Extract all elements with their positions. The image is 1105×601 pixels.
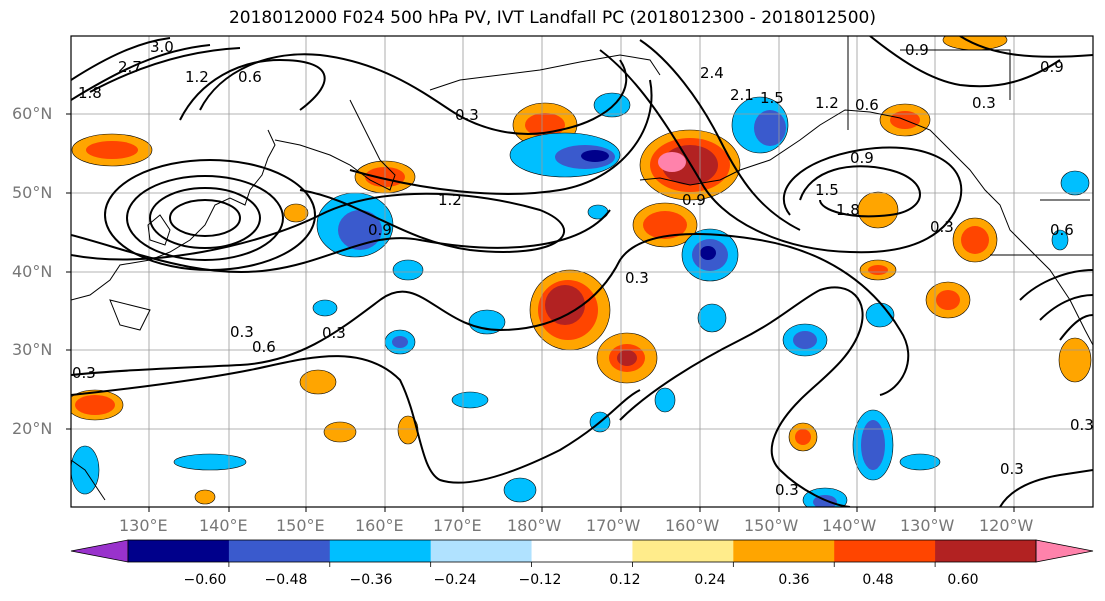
contour-label: 1.8 xyxy=(836,201,860,219)
contour-label: 0.3 xyxy=(972,94,996,112)
contour-label: 0.3 xyxy=(1000,460,1024,478)
lon-label: 170°W xyxy=(586,516,641,535)
contour-label: 0.3 xyxy=(930,218,954,236)
contour-label: 0.3 xyxy=(775,481,799,499)
colorbar-segment xyxy=(228,540,331,562)
colorbar-frame xyxy=(127,539,1037,563)
lon-label: 160°W xyxy=(665,516,720,535)
colorbar-segment xyxy=(531,540,633,562)
contour-label: 1.2 xyxy=(185,68,209,86)
colorbar-tick-label: −0.24 xyxy=(433,572,477,588)
colorbar-extend-max xyxy=(1035,539,1094,563)
colorbar-tick-label: 0.36 xyxy=(778,572,810,588)
contour-label: 1.2 xyxy=(815,94,839,112)
colorbar-tick-label: 0.24 xyxy=(694,572,726,588)
map-title: 2018012000 F024 500 hPa PV, IVT Landfall… xyxy=(228,8,876,28)
colorbar-segment xyxy=(834,540,936,562)
contour-label: 0.3 xyxy=(72,364,96,382)
lon-label: 130°W xyxy=(900,516,955,535)
contour-label: 1.2 xyxy=(438,191,462,209)
contour-label: 2.7 xyxy=(118,58,142,76)
lat-label: 40°N xyxy=(12,262,53,281)
colorbar-tick-label: −0.48 xyxy=(264,572,308,588)
axis-ticks xyxy=(66,113,1015,512)
contour-label: 0.9 xyxy=(905,41,929,59)
lat-label: 30°N xyxy=(12,340,53,359)
colorbar-segment xyxy=(733,540,835,562)
colorbar-tick-label: 0.60 xyxy=(947,572,979,588)
contour-label: 0.9 xyxy=(1040,58,1064,76)
contour-label: 0.3 xyxy=(455,106,479,124)
contour-label: 0.6 xyxy=(238,68,262,86)
contour-label: 0.9 xyxy=(368,221,392,239)
colorbar-tick-label: −0.60 xyxy=(183,572,227,588)
lon-label: 170°E xyxy=(433,516,482,535)
contour-label: 0.9 xyxy=(682,191,706,209)
contour-labels: 3.0 2.7 1.8 1.2 0.6 0.3 0.9 1.2 0.9 0.3 … xyxy=(72,38,1094,499)
colorbar-tick-label: 0.12 xyxy=(609,572,641,588)
colorbar xyxy=(70,539,1094,567)
lon-label: 120°W xyxy=(979,516,1034,535)
pv-contours xyxy=(71,36,1093,507)
colorbar-segment xyxy=(632,540,734,562)
lat-label: 50°N xyxy=(12,183,53,202)
contour-label: 3.0 xyxy=(150,38,174,56)
colorbar-segment xyxy=(329,540,432,562)
contour-label: 2.1 xyxy=(730,86,754,104)
lon-label: 160°E xyxy=(355,516,404,535)
lon-label: 180°W xyxy=(507,516,562,535)
contour-label: 0.6 xyxy=(855,96,879,114)
lon-label: 150°E xyxy=(276,516,325,535)
colorbar-tick-label: 0.48 xyxy=(862,572,894,588)
contour-label: 0.3 xyxy=(625,269,649,287)
contour-label: 1.8 xyxy=(78,84,102,102)
colorbar-segment xyxy=(128,540,230,562)
contour-label: 0.9 xyxy=(850,149,874,167)
lat-label: 20°N xyxy=(12,419,53,438)
lon-label: 150°W xyxy=(744,516,799,535)
lon-label: 140°E xyxy=(199,516,248,535)
colorbar-segment xyxy=(935,540,1037,562)
colorbar-tick-label: −0.12 xyxy=(518,572,562,588)
contour-label: 1.5 xyxy=(760,89,784,107)
colorbar-extend-min xyxy=(70,539,129,563)
lon-label: 130°E xyxy=(119,516,168,535)
colorbar-tick-label: −0.36 xyxy=(349,572,393,588)
colorbar-segment xyxy=(430,540,533,562)
contour-label: 0.6 xyxy=(252,338,276,356)
contour-label: 0.3 xyxy=(230,323,254,341)
contour-label: 0.3 xyxy=(1070,416,1094,434)
lon-label: 140°W xyxy=(822,516,877,535)
contour-label: 0.6 xyxy=(1050,221,1074,239)
contour-label: 1.5 xyxy=(815,181,839,199)
lat-label: 60°N xyxy=(12,104,53,123)
contour-label: 2.4 xyxy=(700,64,724,82)
contour-label: 0.3 xyxy=(322,324,346,342)
